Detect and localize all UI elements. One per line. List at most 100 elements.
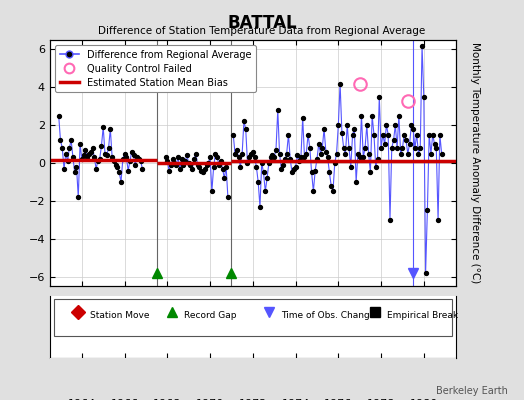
Point [108,154,116,160]
Point [220,175,228,181]
Point [63,158,72,164]
Point [115,169,124,176]
Point [192,150,200,157]
Point [331,160,339,166]
Point [275,150,283,157]
Point [197,167,205,174]
Point [375,94,384,100]
Legend: Difference from Regional Average, Quality Control Failed, Estimated Station Mean: Difference from Regional Average, Qualit… [54,45,256,92]
Point [386,216,394,223]
Point [368,112,376,119]
Point [81,146,90,153]
Point [236,164,245,170]
Point [163,158,171,164]
Point [113,164,122,170]
Point [345,145,353,151]
Point [384,132,392,138]
Point [124,167,133,174]
Point [372,164,380,170]
Point [366,169,375,176]
Point [56,137,64,144]
Point [373,156,381,162]
Point [427,150,435,157]
Point [438,150,446,157]
Point [126,158,134,164]
Point [106,126,115,132]
Point [359,154,367,160]
Point [234,154,243,160]
Point [343,122,352,128]
Point [195,164,204,170]
Point [336,80,344,87]
Point [263,175,271,181]
Point [250,154,259,160]
Point [277,166,286,172]
Point [224,194,232,200]
Point [178,156,186,162]
Point [340,145,348,151]
Point [54,112,63,119]
Point [259,169,268,176]
Point [67,137,75,144]
Point [243,160,252,166]
Point [167,162,175,168]
Point [323,154,332,160]
Point [60,166,68,172]
Point [85,150,93,157]
Point [133,154,141,160]
Point [211,150,220,157]
Text: Record Gap: Record Gap [184,311,236,320]
Point [314,141,323,147]
Point [420,94,428,100]
Point [78,156,86,162]
Point [261,188,269,194]
Point [265,160,273,166]
Point [256,203,264,210]
Point [239,118,248,124]
Point [418,42,426,49]
Point [65,145,73,151]
Point [117,179,125,185]
Point [414,150,423,157]
Point [136,158,145,164]
Point [432,145,441,151]
Point [389,137,398,144]
Point [202,162,211,168]
Point [352,179,361,185]
Point [169,156,177,162]
Point [364,150,373,157]
Point [388,145,396,151]
Point [71,169,79,176]
Point [121,150,129,157]
Point [327,182,335,189]
Point [90,154,99,160]
Point [430,141,439,147]
Point [293,152,301,159]
Point [357,112,366,119]
Point [409,126,417,132]
Point [95,156,104,162]
Point [309,188,318,194]
Point [247,150,255,157]
Point [208,188,216,194]
Point [80,152,88,159]
Point [302,150,310,157]
Point [176,166,184,172]
Point [233,146,241,153]
Point [329,188,337,194]
Point [346,164,355,170]
Point [135,156,143,162]
Point [268,152,277,159]
Point [172,162,180,168]
Point [184,160,193,166]
Point [341,150,350,157]
Point [122,154,130,160]
Point [245,154,254,160]
Point [92,166,100,172]
Point [348,132,357,138]
Point [398,145,407,151]
Point [325,169,334,176]
Point [99,124,107,130]
Point [266,154,275,160]
Text: Time of Obs. Change: Time of Obs. Change [281,311,376,320]
